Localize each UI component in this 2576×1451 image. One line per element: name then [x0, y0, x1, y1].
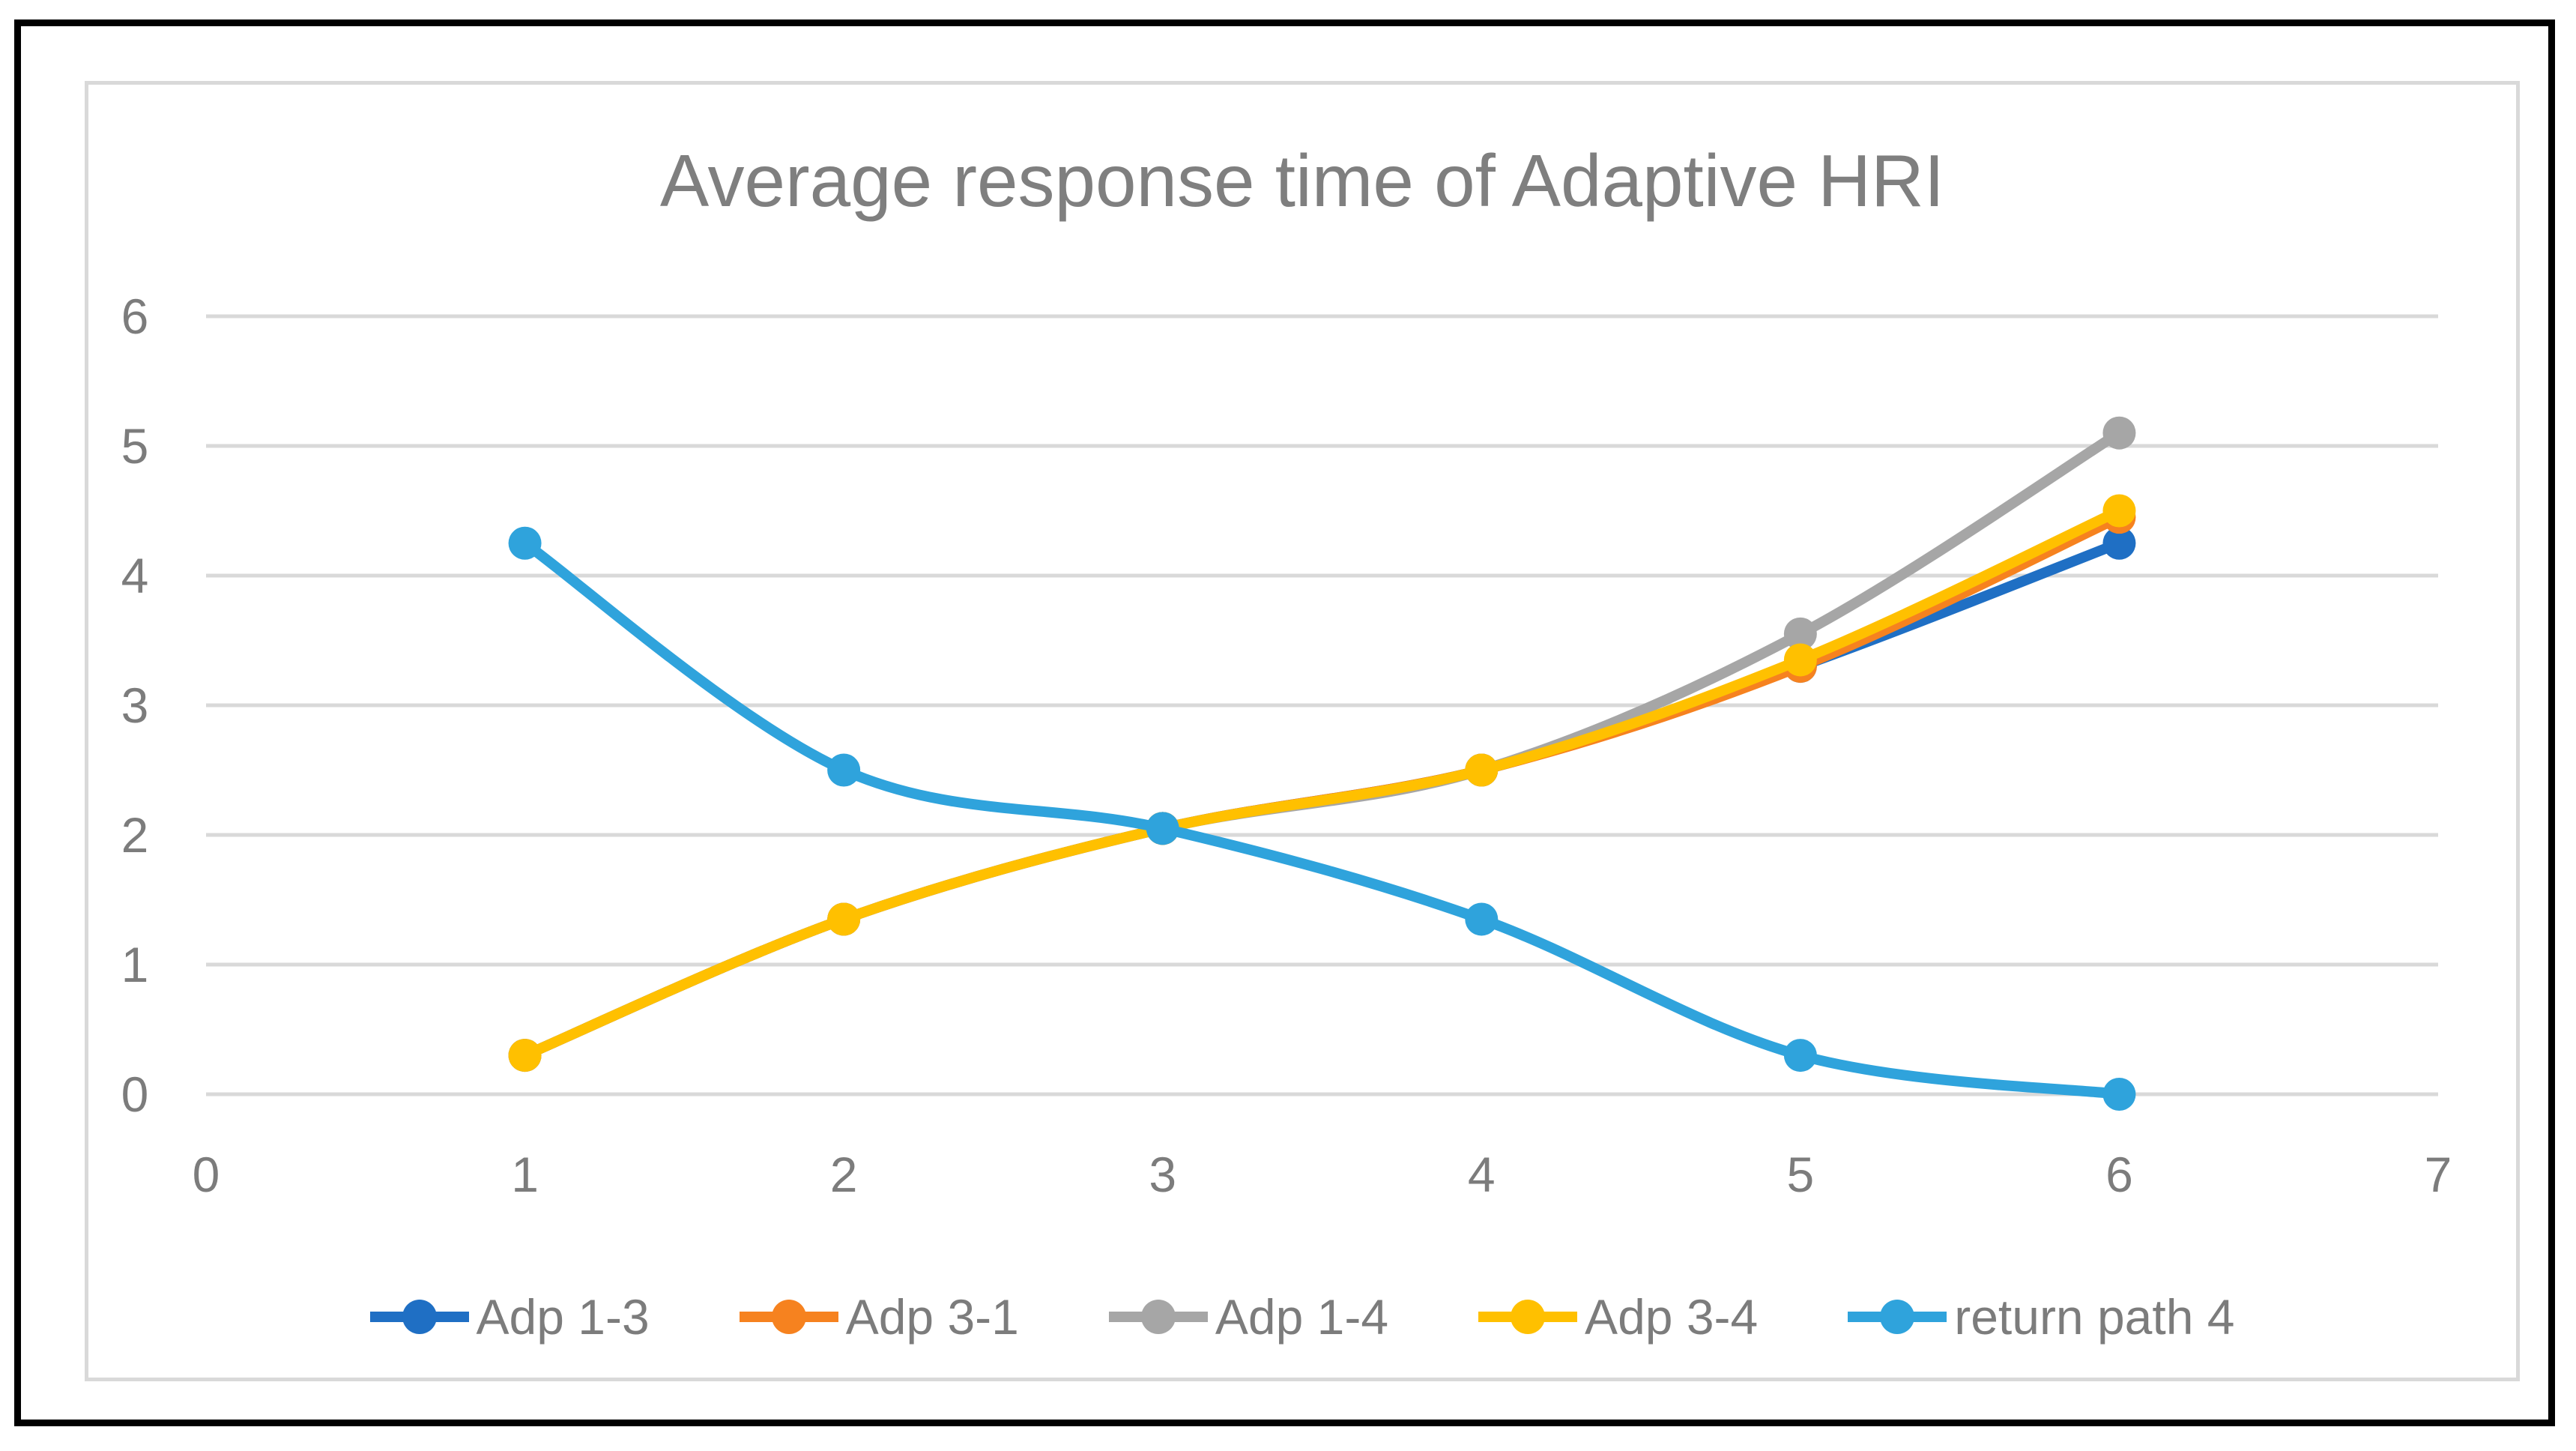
legend-line-marker-icon [739, 1300, 838, 1334]
chart-plot-area: 0 1 2 3 4 5 6 0 1 2 3 4 5 6 7 [121, 289, 2452, 1202]
series-line-return-path-4 [519, 537, 2125, 1099]
legend-label: return path 4 [1954, 1289, 2235, 1345]
data-point-adp-3-4-x1 [508, 1039, 542, 1073]
legend-label: Adp 1-4 [1215, 1289, 1389, 1345]
y-tick-label-4: 4 [121, 548, 149, 603]
legend-line-marker-icon [1848, 1300, 1947, 1334]
data-point-adp-1-3-x6 [2102, 526, 2136, 560]
y-tick-label-3: 3 [121, 678, 149, 733]
x-tick-label-7: 7 [2425, 1147, 2452, 1202]
data-point-return-path-4-x5 [1783, 1039, 1817, 1073]
data-point-return-path-4-x6 [2102, 1078, 2136, 1111]
legend-item-adp-3-1: Adp 3-1 [739, 1288, 1019, 1345]
data-point-return-path-4-x1 [508, 526, 542, 560]
x-tick-label-6: 6 [2105, 1147, 2133, 1202]
y-tick-label-0: 0 [121, 1067, 149, 1122]
series-line-adp-1-4 [519, 427, 2125, 1061]
y-tick-label-5: 5 [121, 418, 149, 474]
data-point-adp-1-4-x5 [1783, 617, 1817, 651]
y-tick-label-6: 6 [121, 289, 149, 344]
chart-title: Average response time of Adaptive HRI [659, 139, 1945, 222]
x-tick-label-0: 0 [193, 1147, 220, 1202]
y-tick-label-1: 1 [121, 937, 149, 992]
legend-line-marker-icon [1108, 1300, 1208, 1334]
x-tick-label-4: 4 [1468, 1147, 1496, 1202]
legend-label: Adp 1-3 [476, 1289, 650, 1345]
legend-item-return-path-4: return path 4 [1848, 1288, 2234, 1345]
x-tick-label-2: 2 [830, 1147, 858, 1202]
data-point-return-path-4-x2 [827, 753, 861, 787]
chart-legend: Adp 1-3 Adp 3-1 Adp 1-4 Adp 3-4 return path … [88, 1281, 2516, 1353]
series-line-adp-3-4 [519, 505, 2125, 1061]
y-tick-label-2: 2 [121, 807, 149, 863]
figure-frame: 0 1 2 3 4 5 6 0 1 2 3 4 5 6 7 Average response time of… [14, 19, 2555, 1426]
legend-label: Adp 3-1 [845, 1289, 1019, 1345]
data-point-adp-3-4-x5 [1783, 643, 1817, 677]
data-point-adp-3-4-x4 [1465, 753, 1499, 787]
legend-item-adp-1-4: Adp 1-4 [1108, 1288, 1389, 1345]
legend-item-adp-1-3: Adp 1-3 [369, 1288, 650, 1345]
x-tick-label-3: 3 [1149, 1147, 1176, 1202]
legend-item-adp-3-4: Adp 3-4 [1478, 1288, 1758, 1345]
data-point-return-path-4-x3 [1146, 812, 1179, 845]
legend-label: Adp 3-4 [1585, 1289, 1759, 1345]
legend-line-marker-icon [369, 1300, 469, 1334]
data-point-adp-3-4-x6 [2102, 494, 2136, 528]
x-tick-label-1: 1 [511, 1147, 539, 1202]
legend-line-marker-icon [1478, 1300, 1578, 1334]
data-point-adp-1-4-x6 [2102, 416, 2136, 450]
series-line-adp-3-1 [519, 512, 2125, 1061]
data-point-return-path-4-x4 [1465, 902, 1499, 936]
x-tick-label-5: 5 [1786, 1147, 1814, 1202]
data-point-adp-3-4-x2 [827, 902, 861, 936]
chart-card: 0 1 2 3 4 5 6 0 1 2 3 4 5 6 7 Average response time of… [85, 81, 2520, 1381]
